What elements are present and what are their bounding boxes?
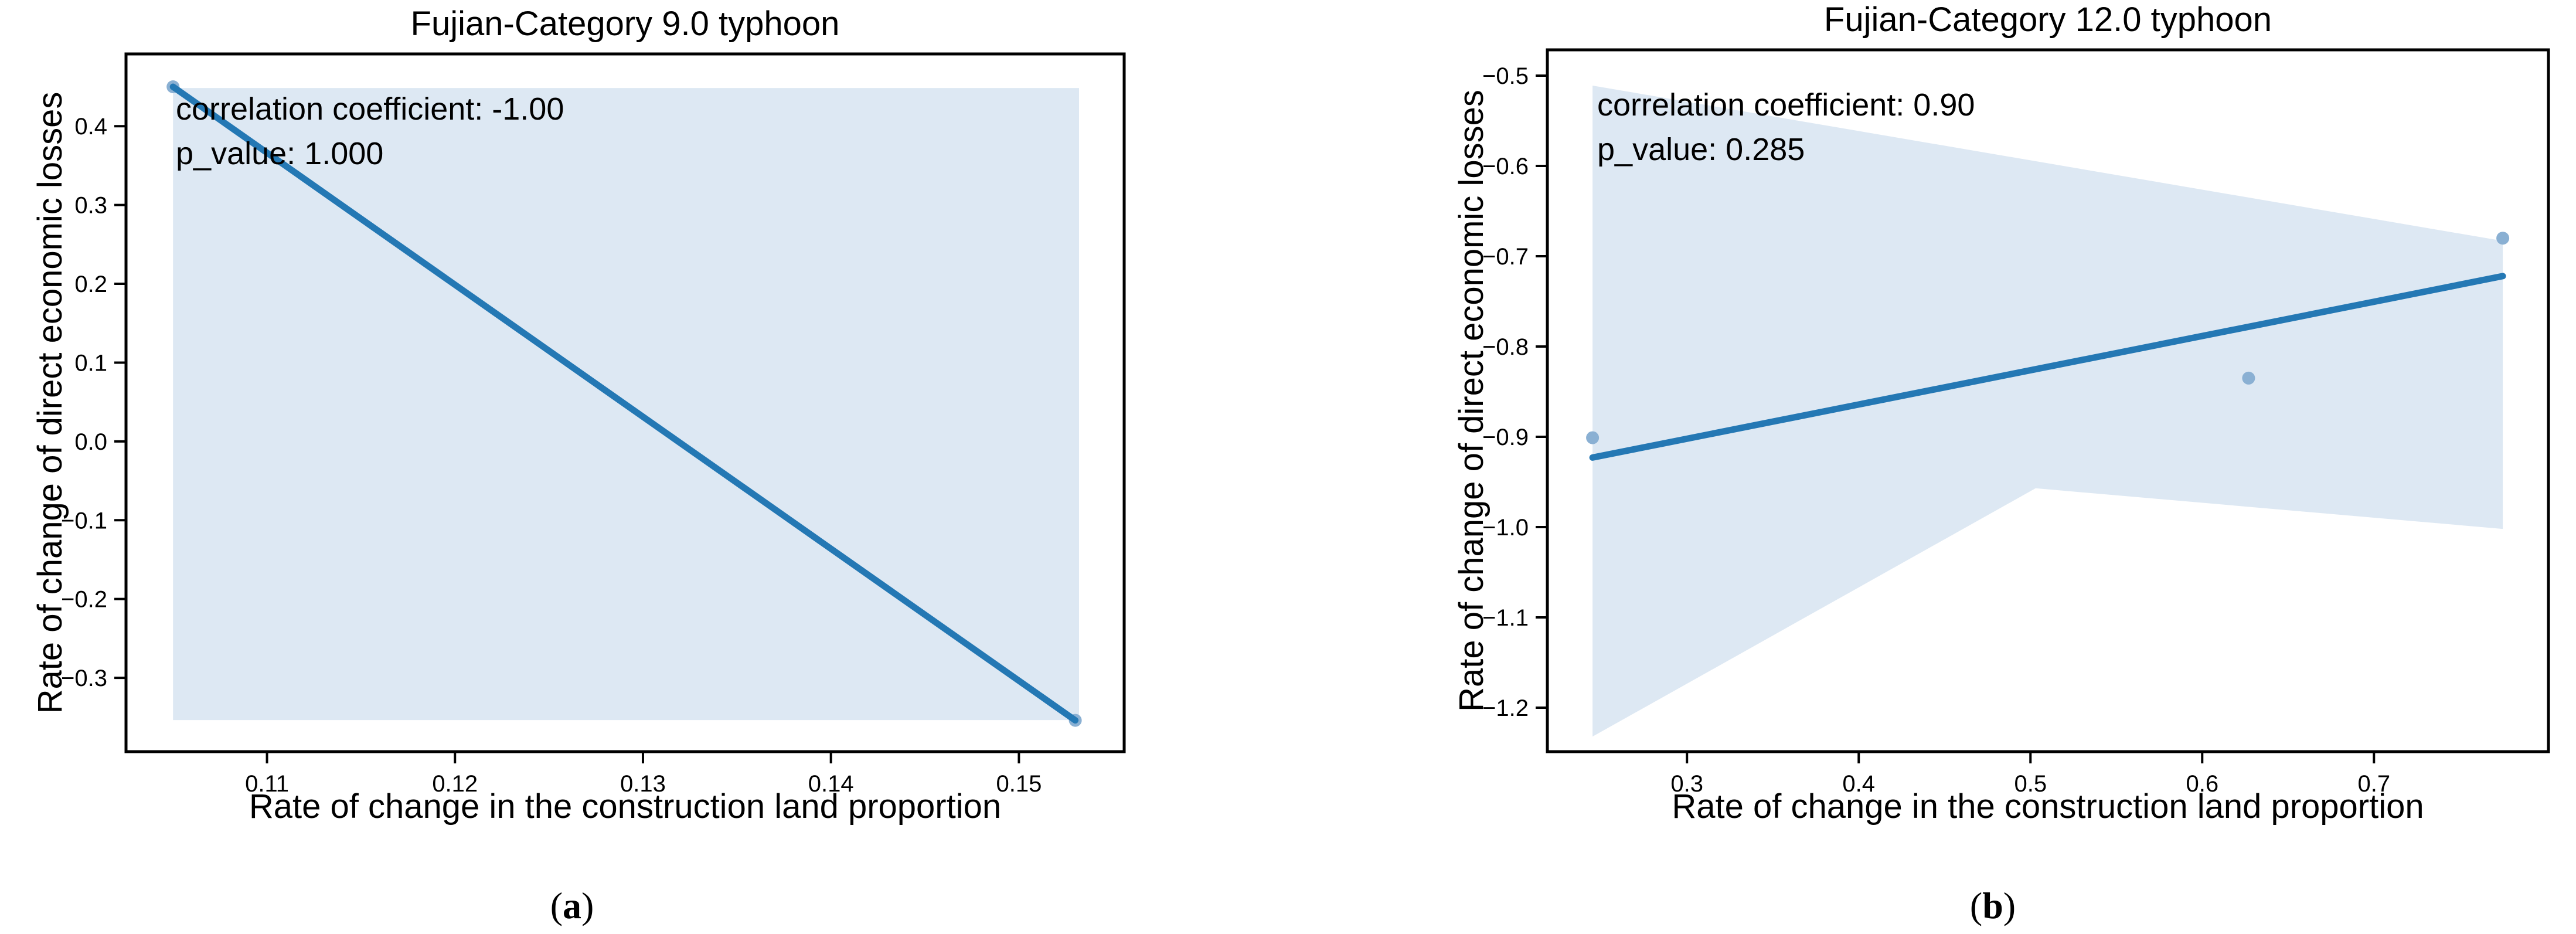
y-tick-label: 0.2 — [74, 271, 107, 297]
subplot-b: 0.3 0.4 0.5 0.6 0.7 −0.5 −0.6 −0.7 −0.8 −0.9 −1.0 −… — [1452, 1, 2550, 926]
y-tick-label: −1.0 — [1482, 515, 1529, 541]
y-tick-label: −0.5 — [1482, 63, 1529, 89]
y-tick-label: −0.3 — [61, 665, 107, 691]
subplot-a: 0.11 0.12 0.13 0.14 0.15 0.4 0.3 0.2 0.1 0.0 −0.1 −… — [31, 5, 1126, 926]
annotation-p-value: p_value: 1.000 — [176, 136, 383, 171]
y-tick-label: −0.8 — [1482, 334, 1529, 360]
annotation-correlation: correlation coefficient: 0.90 — [1597, 87, 1975, 123]
x-tick-label: 0.3 — [1670, 771, 1703, 797]
y-tick-label: −0.2 — [61, 587, 107, 613]
y-tick-label: 0.3 — [74, 193, 107, 219]
y-tick-label: −1.2 — [1482, 695, 1529, 721]
x-tick-label: 0.13 — [620, 771, 666, 797]
x-axis-label: Rate of change in the construction land … — [249, 787, 1001, 826]
y-tick-label: −1.1 — [1482, 605, 1529, 631]
data-point — [2496, 232, 2510, 245]
caption-paren-open: ( — [1970, 885, 1982, 926]
x-tick-label: 0.6 — [2186, 771, 2218, 797]
x-tick-label: 0.4 — [1842, 771, 1875, 797]
regression-line — [1589, 273, 2506, 461]
axes-frame — [124, 52, 1126, 753]
y-tick-label: −0.6 — [1482, 154, 1529, 179]
y-axis-label: Rate of change of direct economic losses — [1452, 90, 1491, 712]
subplot-title: Fujian-Category 9.0 typhoon — [411, 5, 840, 43]
axes-frame — [1546, 48, 2550, 753]
x-tick-label: 0.11 — [245, 771, 289, 797]
caption-letter: a — [563, 885, 581, 926]
subfigure-caption: (a) — [550, 885, 594, 926]
x-tick-label: 0.15 — [996, 771, 1042, 797]
caption-paren-close: ) — [2003, 885, 2016, 926]
y-tick-label: 0.0 — [74, 429, 107, 455]
x-tick-label: 0.5 — [2014, 771, 2047, 797]
y-tick-label: 0.4 — [74, 114, 107, 140]
annotation-correlation: correlation coefficient: -1.00 — [176, 91, 564, 127]
x-tick-label: 0.7 — [2357, 771, 2390, 797]
regression-line — [169, 83, 1079, 724]
x-tick-label: 0.14 — [808, 771, 854, 797]
caption-paren-open: ( — [550, 885, 563, 926]
annotation-p-value: p_value: 0.285 — [1597, 132, 1805, 167]
x-axis-label: Rate of change in the construction land … — [1672, 787, 2424, 826]
subfigure-caption: (b) — [1970, 885, 2016, 926]
y-tick-label: −0.1 — [61, 508, 107, 534]
y-axis-label: Rate of change of direct economic losses — [31, 92, 69, 714]
y-tick-label: −0.7 — [1482, 244, 1529, 270]
caption-paren-close: ) — [581, 885, 594, 926]
data-point — [1586, 431, 1600, 444]
confidence-band — [1592, 86, 2503, 737]
x-tick-label: 0.12 — [432, 771, 478, 797]
subplot-title: Fujian-Category 12.0 typhoon — [1824, 1, 2272, 39]
y-tick-label: −0.9 — [1482, 424, 1529, 450]
caption-letter: b — [1982, 885, 2003, 926]
y-tick-label: 0.1 — [74, 350, 107, 376]
data-point — [2242, 371, 2255, 385]
